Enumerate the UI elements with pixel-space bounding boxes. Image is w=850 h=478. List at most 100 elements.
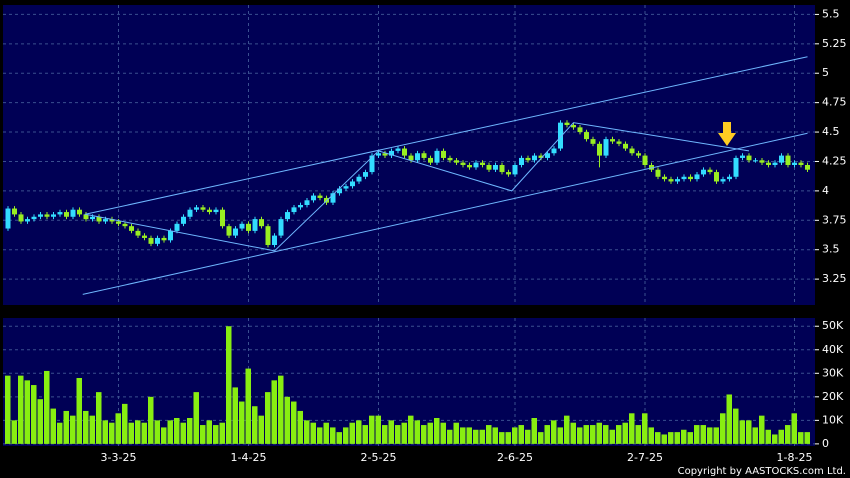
candle-body [779,155,784,163]
candle-body [31,216,37,220]
volume-bar [310,422,316,444]
y-tick-label: 5.5 [822,7,840,20]
candle-body [298,205,303,208]
candle-body [51,214,56,217]
candle-body [376,153,381,156]
volume-bar [258,415,264,444]
volume-bar [447,429,453,444]
volume-bar [648,427,654,444]
volume-bar [505,432,511,444]
volume-bar [421,425,427,444]
volume-bar [141,422,147,444]
candle-body [480,162,485,165]
candle-body [727,176,732,180]
y-tick-label: 4 [822,184,829,197]
candle-body [506,172,511,175]
volume-bar [395,425,401,444]
volume-bar [772,434,778,444]
volume-bar [245,368,251,444]
candle-body [194,207,199,210]
candle-body [733,157,739,177]
volume-bar [24,380,30,444]
volume-bar [739,420,745,444]
volume-bar [642,413,648,444]
candle-body [200,207,206,210]
volume-bar [603,425,609,444]
x-tick-label: 1-4-25 [231,451,267,464]
volume-bar [726,394,732,444]
candle-body [545,153,550,158]
volume-bar [616,425,622,444]
candle-body [109,219,115,222]
volume-bar [544,425,550,444]
candle-body [694,174,700,180]
volume-bar [148,396,154,444]
candle-body [642,155,648,165]
volume-bar [11,420,17,444]
candle-body [753,160,758,162]
y-tick-label: 4.75 [822,96,847,109]
y-tick-label: 3.5 [822,243,840,256]
candle-body [519,157,524,165]
volume-bar [206,420,212,444]
volume-bar [440,422,446,444]
volume-bar [382,425,388,444]
candle-body [148,237,154,244]
y-tick-label: 5.25 [822,37,847,50]
volume-bar [76,378,82,444]
candle-body [499,165,505,173]
candle-body [395,148,401,151]
volume-bar [336,432,342,444]
candle-body [356,176,362,182]
signal-arrow [718,122,736,146]
trend-line [82,132,808,295]
volume-bar [466,427,472,444]
candle-body [584,132,589,140]
candle-body [207,209,212,213]
volume-bar [70,415,76,444]
y-tick-label: 10K [822,413,844,426]
volume-bar [557,427,563,444]
volume-bar [733,408,739,444]
candle-body [181,216,186,224]
y-tick-label: 4.5 [822,125,840,138]
volume-bar [609,429,615,444]
volume-bar [291,401,297,444]
candle-body [252,219,258,231]
candle-body [720,179,726,182]
candle-body [12,208,17,215]
y-tick-label: 3.75 [822,213,847,226]
volume-bar [538,432,544,444]
volume-bar [362,425,368,444]
volume-bar [661,434,667,444]
x-tick-label: 3-3-25 [101,451,137,464]
volume-bar [427,422,433,444]
y-tick-label: 5 [822,66,829,79]
volume-bar [44,370,50,444]
volume-bar [551,420,557,444]
volume-bar [752,427,758,444]
candle-body [772,162,778,165]
volume-bar [232,387,238,444]
volume-bar [765,429,771,444]
volume-bar [674,432,680,444]
volume-bar [57,422,63,444]
candle-body [610,139,615,142]
candle-body [350,181,355,187]
candle-body [213,209,219,213]
volume-bar [804,432,810,444]
candle-body [597,143,602,156]
candle-body [668,179,674,182]
candle-body [103,219,108,222]
volume-bar [596,422,602,444]
y-tick-label: 50K [822,319,844,332]
volume-bar [713,427,719,444]
volume-bar [167,420,173,444]
candle-body [792,162,797,165]
candle-body [467,165,472,168]
candle-body [233,228,238,236]
candle-body [759,160,765,163]
volume-bar [570,422,576,444]
candle-body [415,153,420,161]
volume-bar [746,420,752,444]
